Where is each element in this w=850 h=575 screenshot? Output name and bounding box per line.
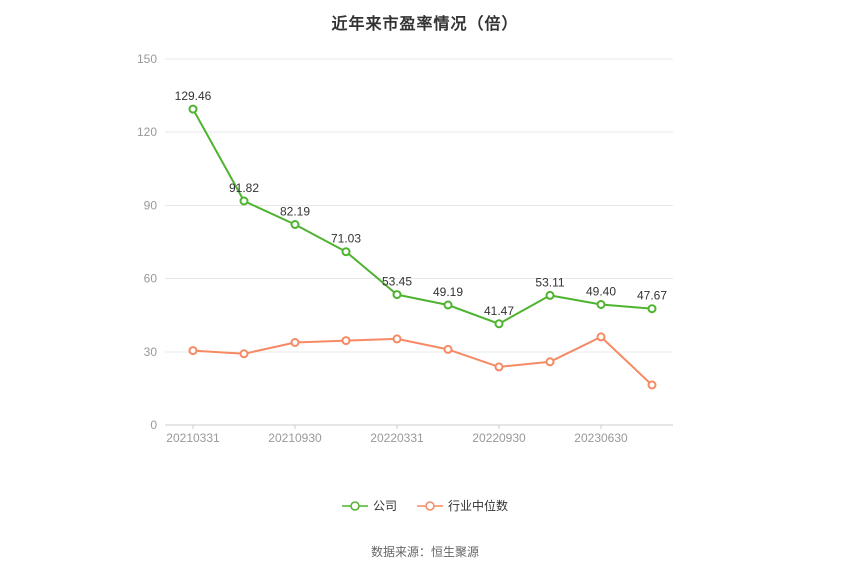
data-point-marker [392, 334, 402, 344]
y-axis-tick-label: 120 [137, 125, 157, 139]
data-point-marker [494, 362, 504, 372]
x-axis-tick-label: 20220930 [472, 431, 526, 445]
data-point-label: 129.46 [175, 89, 212, 103]
data-point-label: 91.82 [229, 181, 259, 195]
legend-item-company[interactable]: 公司 [341, 497, 397, 514]
x-axis-tick-label: 20230630 [574, 431, 628, 445]
data-point-label: 82.19 [280, 205, 310, 219]
series-line-company [192, 108, 653, 325]
data-point-marker [290, 338, 300, 347]
data-point-marker [494, 319, 504, 329]
data-point-label: 53.45 [382, 275, 412, 289]
y-axis-tick-label: 0 [150, 418, 157, 432]
series-line-industry-median [192, 335, 653, 386]
x-axis-tick-label: 20220331 [370, 431, 424, 445]
chart-legend: 公司 行业中位数 [0, 497, 850, 514]
legend-label: 行业中位数 [448, 499, 509, 513]
x-axis-tick-label: 20210331 [166, 431, 220, 445]
data-point-marker [188, 346, 198, 356]
legend-line-circle-icon [341, 500, 368, 511]
data-point-label: 41.47 [484, 304, 514, 318]
data-point-marker [647, 380, 657, 390]
y-axis-tick-label: 90 [144, 198, 158, 212]
y-axis-tick-label: 30 [144, 345, 158, 359]
data-point-marker [392, 290, 402, 300]
data-point-marker [443, 344, 453, 354]
data-point-marker [290, 220, 300, 229]
chart-title: 近年来市盈率情况（倍） [331, 16, 519, 33]
data-point-marker [647, 304, 657, 314]
data-point-marker [596, 300, 606, 309]
data-point-label: 47.67 [637, 289, 667, 303]
data-point-marker [341, 247, 351, 257]
legend-item-industry-median[interactable]: 行业中位数 [417, 497, 508, 514]
data-point-label: 53.11 [535, 275, 564, 289]
data-point-marker [239, 196, 249, 206]
data-point-marker [341, 336, 351, 346]
legend-label: 公司 [372, 499, 397, 513]
data-point-marker [545, 290, 555, 300]
legend-line-circle-icon [417, 500, 443, 511]
data-point-marker [545, 357, 555, 367]
data-point-marker [596, 332, 606, 342]
y-axis-tick-label: 150 [137, 52, 157, 66]
data-point-label: 49.19 [433, 285, 463, 299]
data-point-marker [188, 104, 198, 114]
x-axis-tick-label: 20210930 [268, 431, 322, 445]
data-point-label: 49.40 [586, 285, 616, 299]
data-point-marker [443, 300, 453, 310]
data-point-marker [239, 349, 249, 359]
data-source-text: 数据来源：恒生聚源 [370, 545, 479, 559]
y-axis-tick-label: 60 [144, 272, 158, 286]
data-point-label: 71.03 [331, 232, 361, 246]
